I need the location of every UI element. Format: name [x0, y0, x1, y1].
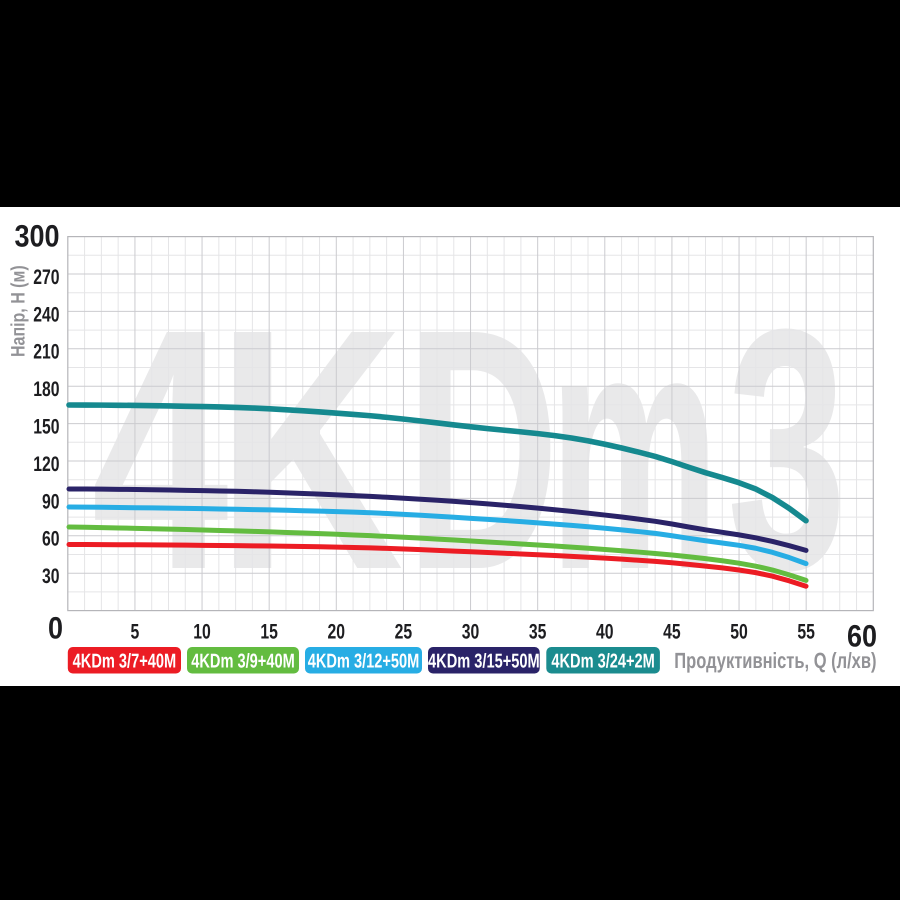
svg-text:35: 35 — [529, 620, 547, 643]
svg-text:30: 30 — [462, 620, 480, 643]
svg-text:4KDm 3/7+40M: 4KDm 3/7+40M — [73, 651, 176, 673]
svg-text:30: 30 — [42, 565, 60, 588]
svg-text:90: 90 — [42, 490, 60, 513]
svg-text:120: 120 — [33, 453, 59, 476]
svg-text:4KDm 3/24+2M: 4KDm 3/24+2M — [551, 651, 654, 673]
svg-text:45: 45 — [663, 620, 681, 643]
svg-text:5: 5 — [131, 620, 140, 643]
svg-text:40: 40 — [596, 620, 614, 643]
svg-text:25: 25 — [395, 620, 413, 643]
svg-text:4KDm 3/12+50M: 4KDm 3/12+50M — [308, 651, 420, 673]
svg-text:3: 3 — [727, 257, 847, 641]
svg-text:Напір, Н (м): Напір, Н (м) — [8, 265, 30, 357]
svg-text:D: D — [406, 257, 560, 641]
svg-text:150: 150 — [33, 416, 59, 439]
svg-text:0: 0 — [48, 611, 63, 646]
svg-text:300: 300 — [14, 219, 59, 254]
svg-text:60: 60 — [42, 528, 60, 551]
svg-text:20: 20 — [328, 620, 346, 643]
svg-text:4: 4 — [91, 257, 230, 641]
svg-text:270: 270 — [33, 266, 59, 289]
svg-text:4KDm 3/15+50M: 4KDm 3/15+50M — [428, 651, 540, 673]
svg-text:15: 15 — [260, 620, 278, 643]
svg-text:K: K — [217, 257, 404, 641]
svg-text:50: 50 — [730, 620, 748, 643]
svg-text:180: 180 — [33, 378, 59, 401]
svg-text:210: 210 — [33, 341, 59, 364]
svg-text:Продуктивність, Q (л/хв): Продуктивність, Q (л/хв) — [674, 648, 876, 673]
svg-text:10: 10 — [193, 620, 211, 643]
svg-text:4KDm 3/9+40M: 4KDm 3/9+40M — [191, 651, 294, 673]
svg-text:55: 55 — [797, 620, 815, 643]
svg-text:60: 60 — [847, 619, 877, 654]
svg-text:240: 240 — [33, 303, 59, 326]
